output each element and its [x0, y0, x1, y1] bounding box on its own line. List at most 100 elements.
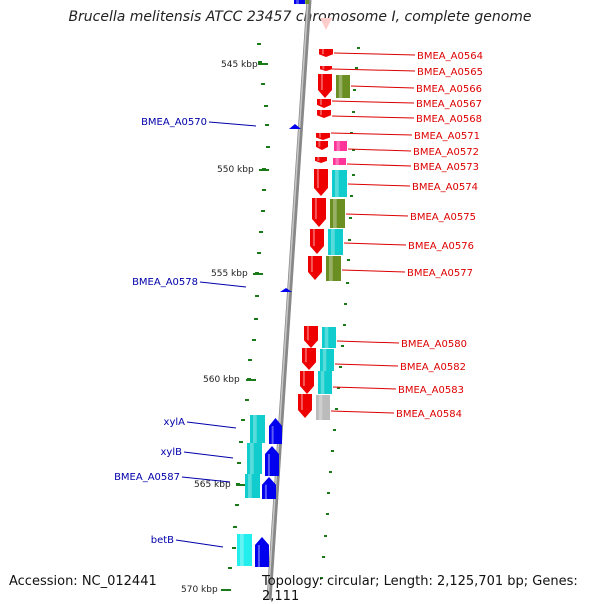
gene-arrow — [300, 371, 314, 394]
leader-line — [336, 340, 400, 344]
gene-box-shine — [248, 474, 252, 498]
gene-box — [294, 0, 305, 4]
label-leaders — [175, 52, 416, 548]
gene-label-BMEA_A0580: BMEA_A0580 — [401, 339, 467, 350]
leader-line — [330, 132, 413, 136]
leader-line — [350, 85, 415, 89]
gene-arrow — [317, 110, 331, 118]
gene-arrow — [316, 141, 328, 150]
gene-box-shine — [322, 349, 327, 371]
leader-line — [181, 476, 231, 483]
gene-label-betB: betB — [151, 535, 174, 546]
scale-label: 560 kbp — [203, 375, 240, 385]
gene-box-shine — [335, 158, 339, 165]
gene-box-shine — [331, 229, 335, 255]
gene-arrow — [269, 418, 282, 444]
gene-box — [320, 349, 334, 371]
gene-arrow — [320, 66, 332, 71]
gene-arrow — [314, 169, 328, 196]
leader-line — [341, 269, 406, 273]
gene-box — [303, 0, 309, 4]
gene-box-shine — [336, 141, 340, 151]
gene-box-shine — [338, 75, 343, 98]
gene-arrow — [318, 74, 332, 98]
gene-box — [330, 199, 345, 228]
gene-arrow — [265, 446, 279, 476]
leader-line — [345, 213, 409, 217]
gene-arrow — [298, 394, 312, 418]
gene-label-xylA: xylA — [164, 417, 186, 428]
genome-axis — [266, 0, 312, 600]
gene-label-BMEA_A0567: BMEA_A0567 — [416, 99, 482, 110]
gene-box — [332, 170, 347, 197]
leader-line — [332, 386, 397, 390]
gene-arrow-faded — [320, 18, 332, 30]
gene-label-BMEA_A0577: BMEA_A0577 — [407, 268, 473, 279]
gene-box — [334, 141, 347, 151]
leader-line — [331, 68, 416, 72]
gene-label-BMEA_A0578: BMEA_A0578 — [132, 277, 198, 288]
gene-box-shine — [329, 256, 333, 281]
gene-label-BMEA_A0574: BMEA_A0574 — [412, 182, 478, 193]
scale-label: 555 kbp — [211, 269, 248, 279]
gene-label-BMEA_A0566: BMEA_A0566 — [416, 84, 482, 95]
leader-line — [175, 539, 224, 548]
gene-box — [247, 443, 262, 474]
gene-label-BMEA_A0564: BMEA_A0564 — [417, 51, 483, 62]
gene-arrow — [310, 229, 324, 254]
gene-box — [318, 371, 332, 394]
gene-labels: BMEA_A0564 BMEA_A0565 BMEA_A0566 BMEA_A0567… — [114, 51, 483, 546]
gene-box — [328, 229, 343, 255]
gene-arrow — [302, 348, 316, 370]
gene-label-BMEA_A0573: BMEA_A0573 — [413, 162, 479, 173]
gene-arrow — [304, 326, 318, 348]
gene-label-BMEA_A0568: BMEA_A0568 — [416, 114, 482, 125]
gene-box-shine — [318, 395, 323, 420]
gene-label-BMEA_A0582: BMEA_A0582 — [400, 362, 466, 373]
leader-line — [186, 421, 237, 429]
gene-arrow — [262, 477, 276, 499]
scale-label: 545 kbp — [221, 60, 258, 70]
leader-line — [334, 363, 399, 367]
gene-box — [245, 474, 260, 498]
gene-box — [333, 158, 346, 165]
leader-line — [347, 148, 412, 152]
gene-arrow-small — [289, 124, 301, 129]
gene-box-shine — [253, 415, 257, 443]
leader-line — [343, 242, 407, 246]
gene-arrow — [315, 157, 327, 163]
gene-box-shine — [250, 443, 254, 474]
gene-box — [316, 395, 330, 420]
leader-line — [199, 281, 247, 288]
gene-label-BMEA_A0572: BMEA_A0572 — [413, 147, 479, 158]
scale-label: 565 kbp — [194, 480, 231, 490]
gene-label-xylB: xylB — [161, 447, 183, 458]
scale-label: 570 kbp — [181, 585, 218, 595]
gene-label-BMEA_A0584: BMEA_A0584 — [396, 409, 462, 420]
gene-arrow-small — [280, 288, 292, 292]
leader-line — [347, 183, 411, 187]
gene-arrow — [316, 133, 330, 140]
map-title: Brucella melitensis ATCC 23457 chromosom… — [68, 9, 532, 25]
gene-box-shine — [333, 199, 337, 228]
leader-line — [330, 410, 395, 414]
gene-box — [326, 256, 341, 281]
gene-box-shine — [324, 327, 329, 348]
gene-arrow — [255, 537, 269, 567]
gene-box — [336, 75, 350, 98]
leader-line — [333, 52, 416, 56]
gene-box-shine — [240, 534, 244, 566]
gene-label-BMEA_A0570: BMEA_A0570 — [141, 117, 207, 128]
gene-label-BMEA_A0576: BMEA_A0576 — [408, 241, 474, 252]
gene-label-BMEA_A0583: BMEA_A0583 — [398, 385, 464, 396]
gene-label-BMEA_A0565: BMEA_A0565 — [417, 67, 483, 78]
gene-features — [237, 0, 350, 567]
gene-arrow — [308, 256, 322, 280]
gene-label-BMEA_A0571: BMEA_A0571 — [414, 131, 480, 142]
gene-arrow — [312, 198, 326, 227]
gene-label-BMEA_A0575: BMEA_A0575 — [410, 212, 476, 223]
gene-box-shine — [335, 170, 339, 197]
gene-box-shine — [296, 0, 299, 4]
accession-text: Accession: NC_012441 — [9, 574, 157, 589]
